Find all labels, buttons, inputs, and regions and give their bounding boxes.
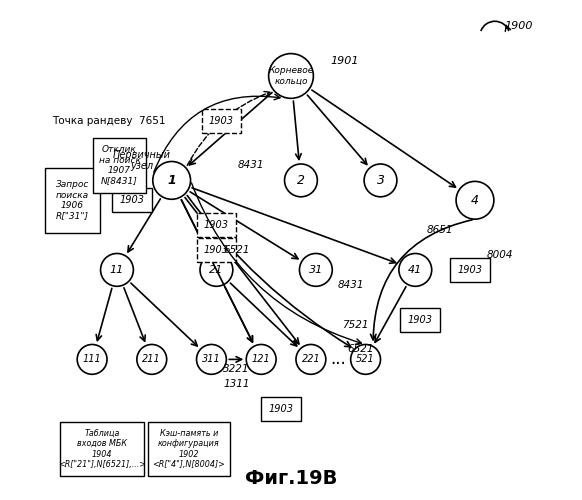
- FancyBboxPatch shape: [148, 422, 230, 476]
- Text: 3221: 3221: [223, 364, 250, 374]
- Text: 1903: 1903: [204, 245, 229, 255]
- Text: 221: 221: [301, 354, 320, 364]
- Text: 111: 111: [83, 354, 101, 364]
- Text: 121: 121: [252, 354, 271, 364]
- FancyBboxPatch shape: [261, 397, 301, 421]
- Text: 6521: 6521: [347, 344, 374, 354]
- FancyBboxPatch shape: [45, 168, 100, 232]
- Text: 211: 211: [143, 354, 161, 364]
- Text: Первичный
узел: Первичный узел: [113, 150, 171, 172]
- Text: 8004: 8004: [487, 250, 513, 260]
- Text: 2: 2: [297, 174, 305, 187]
- FancyBboxPatch shape: [93, 138, 146, 193]
- Text: 8431: 8431: [238, 160, 264, 170]
- Circle shape: [200, 254, 233, 286]
- Text: 8431: 8431: [338, 280, 364, 290]
- Text: 4: 4: [471, 194, 479, 207]
- FancyBboxPatch shape: [201, 109, 242, 132]
- Text: 1903: 1903: [408, 314, 433, 324]
- FancyBboxPatch shape: [197, 213, 236, 237]
- Text: 3: 3: [377, 174, 385, 187]
- Text: 1903: 1903: [209, 116, 234, 126]
- Text: 1903: 1903: [204, 220, 229, 230]
- Text: Запрос
поиска
1906
R["31"]: Запрос поиска 1906 R["31"]: [55, 180, 89, 220]
- Text: 1903: 1903: [119, 196, 144, 205]
- Text: 1311: 1311: [223, 379, 250, 389]
- Circle shape: [77, 344, 107, 374]
- Circle shape: [300, 254, 332, 286]
- Circle shape: [456, 182, 494, 219]
- Circle shape: [152, 162, 190, 200]
- Circle shape: [351, 344, 381, 374]
- Text: 521: 521: [356, 354, 375, 364]
- Text: 1: 1: [167, 174, 176, 187]
- Text: 6521: 6521: [223, 245, 250, 255]
- FancyBboxPatch shape: [400, 308, 440, 332]
- Circle shape: [364, 164, 397, 197]
- Text: Точка рандеву  7651: Точка рандеву 7651: [52, 116, 166, 126]
- Circle shape: [137, 344, 166, 374]
- Text: 8651: 8651: [427, 225, 453, 235]
- Text: Кэш-память и
конфигурация
1902
<R["4"],N[8004]>: Кэш-память и конфигурация 1902 <R["4"],N…: [152, 429, 225, 469]
- Text: Таблица
входов МБК
1904
<R["21"],N[6521],...>: Таблица входов МБК 1904 <R["21"],N[6521]…: [58, 429, 146, 469]
- Text: 11: 11: [110, 265, 124, 275]
- FancyBboxPatch shape: [450, 258, 490, 282]
- FancyBboxPatch shape: [112, 188, 152, 212]
- Text: 1901: 1901: [331, 56, 359, 66]
- Text: Корневое
кольцо: Корневое кольцо: [268, 66, 314, 86]
- Text: 311: 311: [202, 354, 221, 364]
- Circle shape: [269, 54, 313, 98]
- FancyBboxPatch shape: [60, 422, 144, 476]
- Text: 1903: 1903: [457, 265, 482, 275]
- Text: 7521: 7521: [342, 320, 369, 330]
- Circle shape: [197, 344, 226, 374]
- Text: 1900: 1900: [505, 21, 533, 31]
- Circle shape: [285, 164, 317, 197]
- Text: 21: 21: [210, 265, 223, 275]
- Circle shape: [246, 344, 276, 374]
- Circle shape: [101, 254, 133, 286]
- Text: 31: 31: [308, 265, 323, 275]
- Text: Фиг.19В: Фиг.19В: [245, 469, 337, 488]
- Text: ...: ...: [331, 350, 346, 368]
- Circle shape: [399, 254, 432, 286]
- Text: 41: 41: [408, 265, 423, 275]
- Text: 1903: 1903: [268, 404, 293, 414]
- FancyBboxPatch shape: [197, 238, 236, 262]
- Text: Отклик
на поиск
1907
N[8431]: Отклик на поиск 1907 N[8431]: [98, 146, 140, 186]
- Circle shape: [296, 344, 326, 374]
